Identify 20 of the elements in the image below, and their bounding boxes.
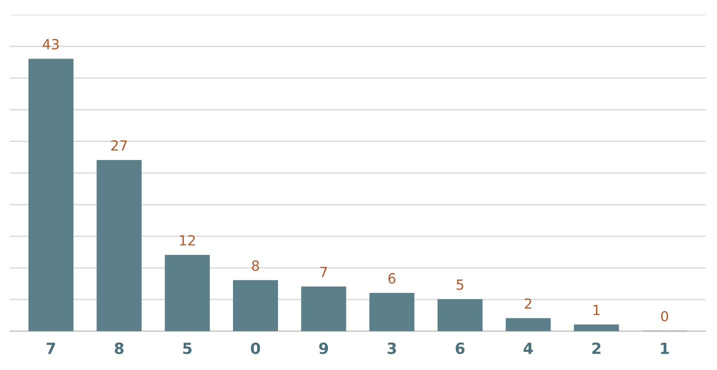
x-tick-label: 6: [456, 342, 465, 354]
x-tick-label: 5: [183, 342, 192, 354]
x-tick-label: 2: [592, 342, 600, 354]
data-label: 27: [111, 140, 127, 150]
data-label: 6: [388, 273, 396, 284]
data-label: 12: [180, 235, 195, 246]
data-label: 0: [661, 311, 668, 322]
data-label: 2: [524, 298, 532, 309]
x-tick-label: 0: [250, 342, 260, 354]
x-tick-label: 7: [46, 342, 56, 354]
x-tick-label: 4: [524, 342, 533, 354]
x-tick-label: 9: [319, 342, 328, 354]
x-tick-label: 8: [114, 342, 124, 354]
data-label: 8: [252, 260, 259, 271]
x-tick-label: 3: [388, 342, 396, 354]
x-tick-label: 1: [661, 342, 669, 354]
data-label: 7: [320, 266, 327, 278]
data-label: 1: [594, 304, 600, 315]
data-label: 43: [42, 38, 59, 50]
data-label: 5: [456, 280, 464, 290]
